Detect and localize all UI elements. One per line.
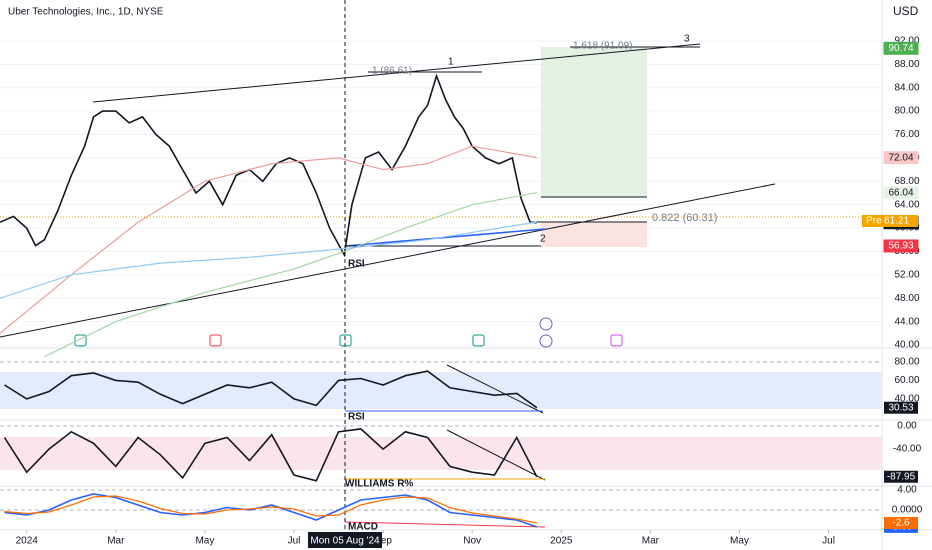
pre-label-box: [862, 214, 918, 227]
y-tick-label: -40.00: [893, 444, 922, 455]
y-tick-label: 40.00: [894, 340, 919, 351]
fib-label: 1.618 (91.09): [573, 41, 633, 52]
price-label-box: [883, 41, 919, 55]
x-tick-label: May: [730, 536, 749, 547]
series-line: [4, 370, 538, 409]
pattern-label: RSI: [348, 259, 365, 270]
y-tick-label: 88.00: [894, 59, 919, 70]
title: Uber Technologies, Inc., 1D, NYSE: [8, 7, 164, 18]
crosshair-label: Mon 05 Aug '24: [310, 536, 380, 547]
last-value-box: [884, 517, 918, 529]
y-tick-label: 0.0000: [892, 505, 923, 516]
y-tick-label: 80.00: [894, 106, 919, 117]
wave-label: 3: [684, 34, 690, 45]
fib-label: 0.822 (60.31): [652, 212, 717, 224]
earnings-icon: [610, 334, 623, 347]
series-line: [0, 145, 537, 334]
price-label: 90.74: [888, 43, 913, 54]
pane-label: RSI: [348, 412, 365, 423]
trend-line: [446, 364, 544, 414]
trend-line: [344, 228, 546, 247]
trend-line: [92, 43, 701, 103]
pane-label: MACD: [348, 522, 378, 533]
y-tick-label: 64.00: [894, 199, 919, 210]
last-value: 30.53: [888, 402, 913, 413]
series-line: [3, 428, 538, 482]
fib-label: 1 (86.61): [372, 66, 412, 77]
price-label: 56.93: [888, 241, 913, 252]
x-tick-label: Mar: [107, 536, 125, 547]
x-tick-label: Mar: [642, 536, 660, 547]
x-tick-label: 2024: [16, 536, 39, 547]
event-icon: [539, 317, 553, 331]
crosshair-box: [308, 532, 382, 548]
earnings-icon: [472, 334, 485, 347]
currency: USD: [893, 4, 919, 18]
pre-label: Pre: [866, 216, 882, 227]
x-tick-label: Sep: [374, 536, 392, 547]
series-line: [4, 493, 538, 528]
earnings-icon: [209, 334, 222, 347]
price-label-box: [883, 239, 919, 253]
y-tick-label: 52.00: [894, 269, 919, 280]
x-tick-label: May: [195, 536, 214, 547]
trend-line: [344, 521, 546, 528]
x-tick-label: Nov: [463, 536, 481, 547]
series-line: [4, 495, 537, 524]
y-tick-label: 76.00: [894, 129, 919, 140]
rsi-band: [0, 372, 882, 409]
trend-line: [446, 429, 546, 481]
y-tick-label: 48.00: [894, 293, 919, 304]
x-tick-label: 2025: [550, 536, 573, 547]
trend-line: [0, 183, 776, 338]
y-tick-label: 92.00: [894, 36, 919, 47]
x-tick-label: Jul: [822, 536, 835, 547]
wave-label: 1: [448, 57, 454, 68]
pane-label: WILLIAMS R%: [345, 479, 413, 490]
last-value: -87.95: [887, 471, 916, 482]
y-tick-label: 4.00: [897, 485, 917, 496]
x-tick-label: Jul: [288, 536, 301, 547]
last-value-box: [884, 401, 918, 414]
pre-value: 61.21: [884, 216, 909, 227]
earnings-icon: [339, 334, 352, 347]
wave-label: 2: [540, 234, 546, 245]
y-tick-label: 60.00: [894, 375, 919, 386]
series-line: [0, 221, 537, 299]
price-label-box: [883, 186, 919, 200]
price-label: 66.04: [888, 187, 913, 198]
series-line: [44, 192, 537, 358]
y-tick-label: 0.00: [897, 421, 917, 432]
event-icons: [74, 317, 623, 348]
last-value: -2.6: [892, 518, 910, 529]
y-tick-label: 44.00: [894, 316, 919, 327]
williams-band: [0, 437, 882, 470]
y-tick-label: 80.00: [894, 356, 919, 367]
price-label-box: [883, 151, 919, 165]
earnings-icon: [74, 334, 87, 347]
target-box: [541, 47, 647, 197]
price-label: 72.04: [888, 152, 913, 163]
stop-box: [541, 222, 647, 247]
y-tick-label: 84.00: [894, 82, 919, 93]
series-line: [0, 73, 537, 258]
y-tick-label: 68.00: [894, 176, 919, 187]
y-tick-label: 40.00: [894, 394, 919, 405]
event-icon: [539, 334, 553, 348]
last-value-box: [884, 470, 918, 483]
